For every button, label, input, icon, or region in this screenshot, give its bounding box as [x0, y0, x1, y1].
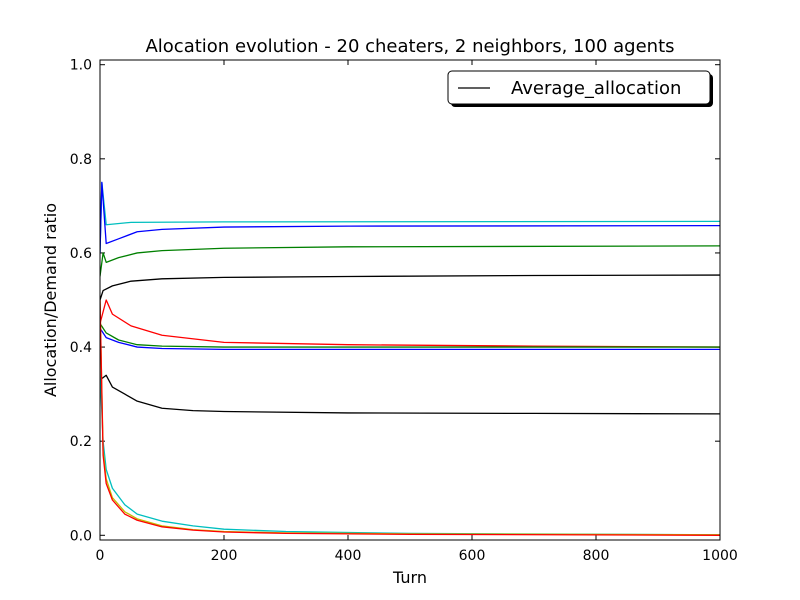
y-tick-label: 0.4: [70, 340, 92, 356]
y-tick-label: 0.8: [70, 152, 92, 168]
chart-title: Alocation evolution - 20 cheaters, 2 nei…: [145, 36, 674, 57]
x-tick-label: 200: [211, 548, 238, 564]
series-line-9: [100, 370, 720, 536]
y-tick-label: 0.0: [70, 528, 92, 544]
x-ticks: 0 200 400 600 800 1000: [96, 60, 738, 564]
legend: Average_allocation: [447, 70, 713, 107]
series-line-5: [100, 299, 720, 348]
series-group: [100, 181, 720, 536]
series-line-11: [100, 299, 720, 536]
x-tick-label: 1000: [702, 548, 738, 564]
series-line-6: [100, 327, 720, 351]
x-tick-label: 0: [96, 548, 105, 564]
y-axis-label: Allocation/Demand ratio: [41, 203, 60, 397]
legend-box: [447, 70, 711, 105]
series-line-4: [100, 245, 720, 277]
series-line-7: [100, 323, 720, 348]
x-tick-label: 600: [459, 548, 486, 564]
x-tick-label: 400: [335, 548, 362, 564]
y-ticks: 0.0 0.2 0.4 0.6 0.8 1.0: [70, 58, 720, 544]
x-tick-label: 800: [583, 548, 610, 564]
series-line-3: [100, 181, 720, 253]
plot-frame: [99, 59, 721, 541]
series-line-average-allocation: [100, 274, 720, 301]
x-axis-label: Turn: [392, 568, 427, 587]
y-tick-label: 0.2: [70, 434, 92, 450]
legend-label-average-allocation: Average_allocation: [511, 78, 681, 99]
y-tick-label: 0.6: [70, 246, 92, 262]
y-tick-label: 1.0: [70, 58, 92, 74]
series-line-8: [100, 374, 720, 415]
